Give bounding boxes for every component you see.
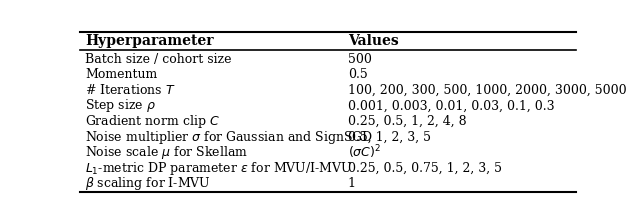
- Text: 100, 200, 300, 500, 1000, 2000, 3000, 5000: 100, 200, 300, 500, 1000, 2000, 3000, 50…: [348, 84, 627, 97]
- Text: Batch size / cohort size: Batch size / cohort size: [85, 53, 232, 65]
- Text: 0.25, 0.5, 1, 2, 4, 8: 0.25, 0.5, 1, 2, 4, 8: [348, 115, 467, 128]
- Text: Noise scale $\mu$ for Skellam: Noise scale $\mu$ for Skellam: [85, 144, 248, 161]
- Text: Momentum: Momentum: [85, 68, 157, 81]
- Text: 0.5, 1, 2, 3, 5: 0.5, 1, 2, 3, 5: [348, 131, 431, 144]
- Text: $(\sigma C)^2$: $(\sigma C)^2$: [348, 144, 381, 161]
- Text: Values: Values: [348, 34, 399, 48]
- Text: Step size $\rho$: Step size $\rho$: [85, 97, 156, 114]
- Text: Noise multiplier $\sigma$ for Gaussian and SignSGD: Noise multiplier $\sigma$ for Gaussian a…: [85, 129, 373, 146]
- Text: 0.5: 0.5: [348, 68, 367, 81]
- Text: 500: 500: [348, 53, 372, 65]
- Text: $\beta$ scaling for I-MVU: $\beta$ scaling for I-MVU: [85, 175, 211, 192]
- Text: Hyperparameter: Hyperparameter: [85, 34, 214, 48]
- Text: # Iterations $T$: # Iterations $T$: [85, 83, 175, 97]
- Text: $L_1$-metric DP parameter $\epsilon$ for MVU/I-MVU: $L_1$-metric DP parameter $\epsilon$ for…: [85, 160, 353, 177]
- Text: 1: 1: [348, 177, 356, 190]
- Text: Gradient norm clip $C$: Gradient norm clip $C$: [85, 113, 220, 130]
- Text: 0.001, 0.003, 0.01, 0.03, 0.1, 0.3: 0.001, 0.003, 0.01, 0.03, 0.1, 0.3: [348, 99, 554, 112]
- Text: 0.25, 0.5, 0.75, 1, 2, 3, 5: 0.25, 0.5, 0.75, 1, 2, 3, 5: [348, 162, 502, 175]
